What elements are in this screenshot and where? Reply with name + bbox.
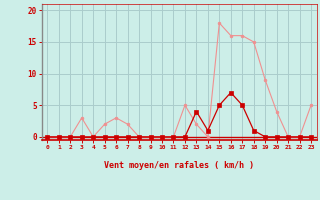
X-axis label: Vent moyen/en rafales ( km/h ): Vent moyen/en rafales ( km/h ) — [104, 161, 254, 170]
